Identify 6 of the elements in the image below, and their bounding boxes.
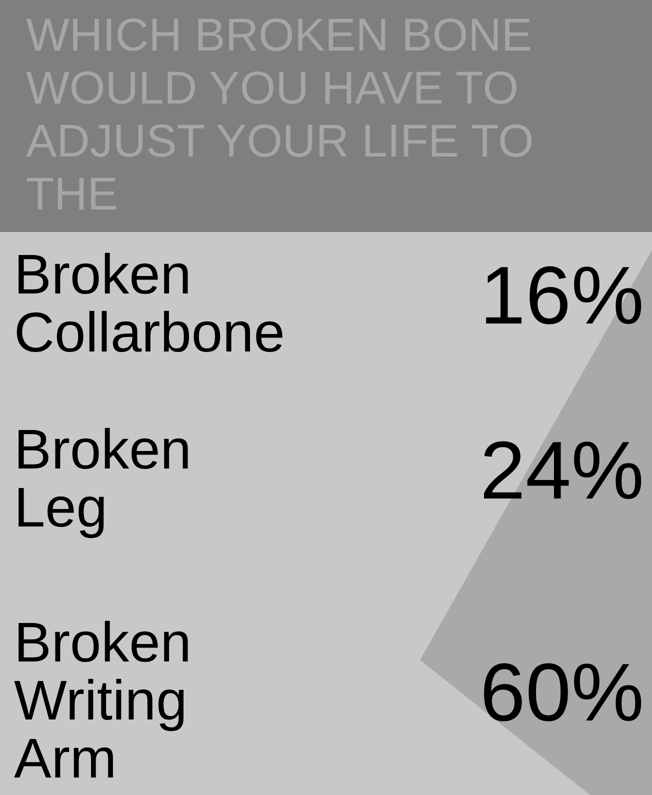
category-label: Broken Collarbone bbox=[14, 242, 285, 364]
category-label: Broken Writing Arm bbox=[14, 610, 192, 790]
category-label: Broken Leg bbox=[14, 418, 192, 538]
data-label: 60% bbox=[480, 648, 644, 738]
data-label: 24% bbox=[480, 426, 644, 516]
data-label: 16% bbox=[480, 250, 644, 342]
